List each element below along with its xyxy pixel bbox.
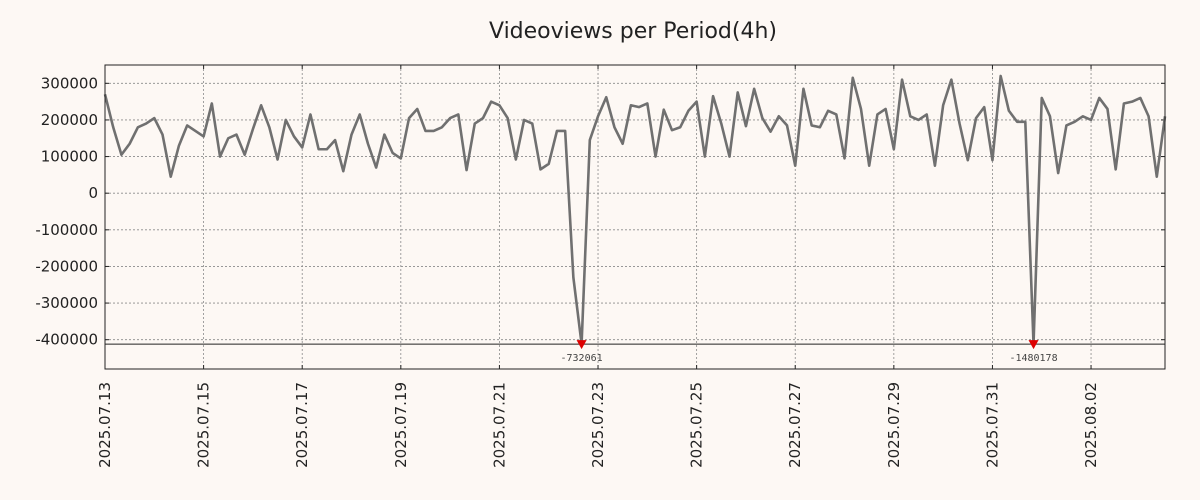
x-tick-label: 2025.07.23 <box>589 382 607 468</box>
x-tick-label: 2025.07.27 <box>786 382 804 468</box>
outlier-marker <box>576 340 587 350</box>
y-tick-label: -100000 <box>35 221 98 239</box>
y-tick-label: -400000 <box>35 331 98 349</box>
x-tick-label: 2025.07.17 <box>293 382 311 468</box>
x-tick-label: 2025.08.02 <box>1082 382 1100 468</box>
y-tick-label: 300000 <box>41 74 98 92</box>
x-tick-label: 2025.07.29 <box>885 382 903 468</box>
y-tick-label: -300000 <box>35 294 98 312</box>
plot-area <box>105 65 1165 369</box>
y-tick-label: 0 <box>88 184 98 202</box>
outlier-label: -732061 <box>561 353 603 364</box>
x-tick-label: 2025.07.31 <box>983 382 1001 468</box>
x-tick-label: 2025.07.15 <box>195 382 213 468</box>
outlier-label: -1480178 <box>1009 353 1057 364</box>
x-tick-label: 2025.07.13 <box>96 382 114 468</box>
axes-frame <box>104 64 1166 370</box>
y-tick-label: -200000 <box>35 257 98 275</box>
x-tick-label: 2025.07.21 <box>490 382 508 468</box>
outlier-marker <box>1028 340 1039 350</box>
series-line-videoviews <box>103 74 1167 346</box>
x-tick-label: 2025.07.25 <box>688 382 706 468</box>
y-tick-label: 200000 <box>41 111 98 129</box>
x-tick-label: 2025.07.19 <box>392 382 410 468</box>
chart-title: Videoviews per Period(4h) <box>489 19 777 44</box>
y-tick-label: 100000 <box>41 148 98 166</box>
